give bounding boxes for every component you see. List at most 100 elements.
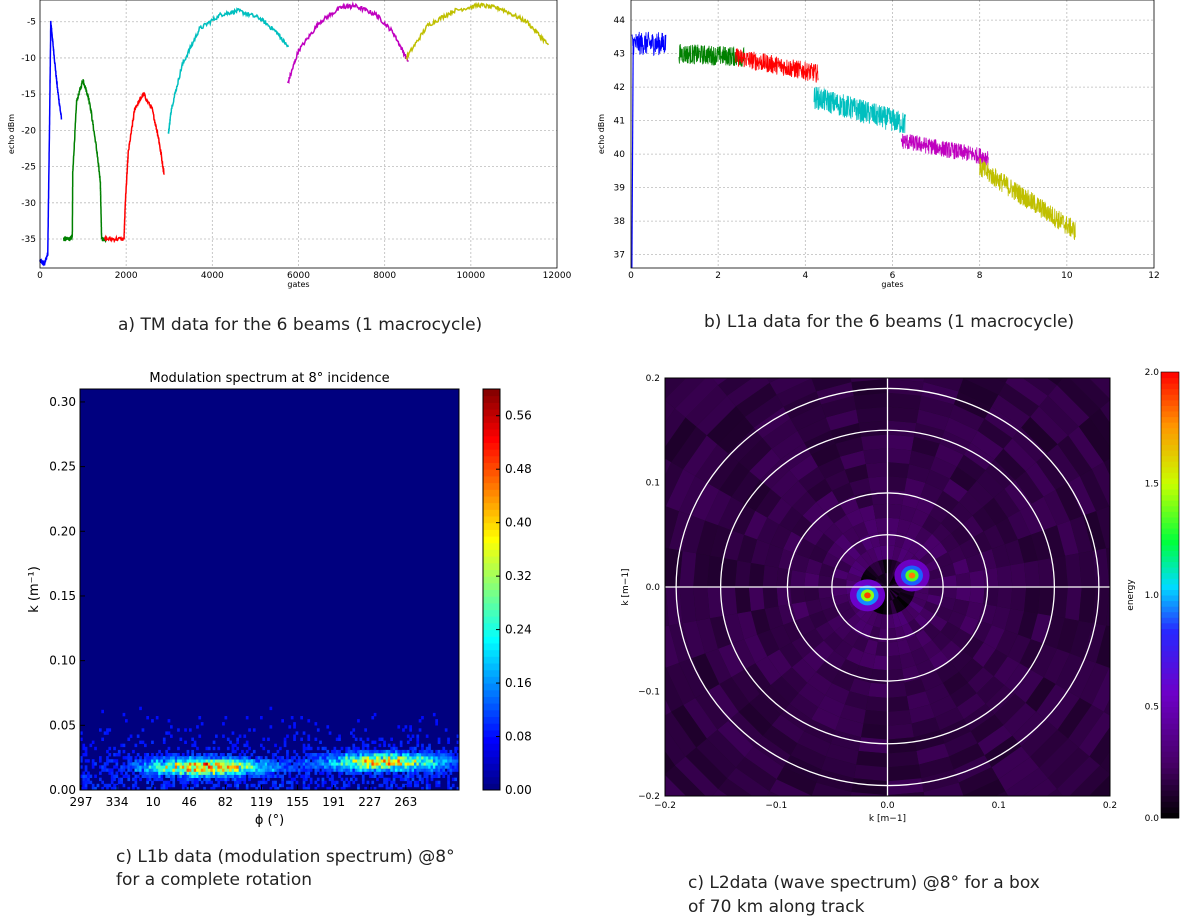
plot-frame xyxy=(664,377,1111,797)
heatmap-cell xyxy=(345,777,348,782)
heatmap-cell xyxy=(390,765,393,769)
polar-cell xyxy=(985,685,1016,715)
heatmap-cell xyxy=(418,765,422,769)
colorbar-segment xyxy=(483,415,500,423)
polar-cell xyxy=(700,800,749,840)
polar-cell xyxy=(1068,426,1104,470)
colorbar-segment xyxy=(1161,734,1179,741)
heatmap-cell xyxy=(321,756,325,760)
heatmap-cell xyxy=(160,765,164,769)
heatmap-cell xyxy=(288,774,292,778)
heatmap-cell xyxy=(312,765,315,769)
spectral-peak xyxy=(864,592,871,599)
heatmap-cell xyxy=(267,771,270,775)
heatmap-cell xyxy=(234,743,237,748)
heatmap-cell xyxy=(430,762,434,766)
polar-cell xyxy=(994,694,1026,726)
polar-cell xyxy=(781,480,808,507)
heatmap-cell xyxy=(84,783,88,788)
y-tick-label: −0.1 xyxy=(638,688,660,698)
polar-cell xyxy=(1100,751,1110,774)
heatmap-cell xyxy=(447,756,450,760)
heatmap-cell xyxy=(340,756,344,760)
colorbar-segment xyxy=(1161,611,1179,618)
heatmap-cell xyxy=(236,768,239,772)
heatmap-cell xyxy=(134,743,138,748)
heatmap-cell xyxy=(293,765,296,769)
polar-cell xyxy=(811,378,814,379)
heatmap-cell xyxy=(196,777,199,782)
polar-cell xyxy=(861,723,888,740)
heatmap-cell xyxy=(217,771,221,775)
x-tick-label: 0 xyxy=(37,271,43,281)
heatmap-cell xyxy=(342,753,346,757)
heatmap-cell xyxy=(115,774,119,778)
polar-cell xyxy=(860,608,874,624)
heatmap-cell xyxy=(409,753,412,757)
heatmap-cell xyxy=(222,756,225,760)
heatmap-cell xyxy=(328,731,332,735)
heatmap-cell xyxy=(373,712,377,717)
polar-cell xyxy=(887,737,917,754)
heatmap-cell xyxy=(307,771,311,775)
heatmap-cell xyxy=(297,756,301,760)
colorbar-segment xyxy=(483,776,500,784)
heatmap-cell xyxy=(167,783,171,788)
heatmap-cell xyxy=(281,768,284,772)
heatmap-cell xyxy=(387,759,391,763)
x-axis-label: gates xyxy=(881,280,903,289)
polar-cell xyxy=(834,622,852,641)
heatmap-cell xyxy=(269,759,273,763)
colorbar-segment xyxy=(1161,606,1179,613)
polar-cell xyxy=(973,339,1019,370)
polar-cell xyxy=(1078,587,1096,624)
heatmap-cell xyxy=(387,756,391,760)
heatmap-cell xyxy=(421,765,424,769)
polar-cell xyxy=(834,533,852,552)
heatmap-cell xyxy=(326,768,330,772)
heatmap-cell xyxy=(390,749,393,754)
heatmap-cell xyxy=(234,762,237,766)
heatmap-cell xyxy=(205,771,209,775)
heatmap-cell xyxy=(395,768,398,772)
heatmap-cell xyxy=(205,777,209,782)
heatmap-cell xyxy=(191,756,194,760)
polar-cell xyxy=(1051,587,1068,619)
polar-cell xyxy=(718,496,744,531)
heatmap-cell xyxy=(354,771,358,775)
heatmap-cell xyxy=(117,768,121,772)
polar-cell xyxy=(976,470,1005,498)
heatmap-cell xyxy=(226,777,230,782)
colorbar-tick-label: 0.16 xyxy=(505,676,532,690)
heatmap-cell xyxy=(309,762,313,766)
polar-cell xyxy=(804,572,820,587)
heatmap-cell xyxy=(383,759,386,763)
colorbar-segment xyxy=(1161,695,1179,702)
polar-cell xyxy=(996,565,1013,587)
heatmap-cell xyxy=(290,768,294,772)
heatmap-cell xyxy=(423,765,427,769)
heatmap-cell xyxy=(440,771,443,775)
colorbar-segment xyxy=(1161,544,1179,551)
polar-cell xyxy=(790,570,806,587)
heatmap-cell xyxy=(437,759,441,763)
heatmap-cell xyxy=(243,765,247,769)
heatmap-cell xyxy=(148,786,152,791)
heatmap-cell xyxy=(411,756,415,760)
y-tick-label: 0.00 xyxy=(49,783,76,797)
polar-cell xyxy=(691,810,742,851)
polar-cell xyxy=(1046,691,1080,730)
x-tick-label: 12 xyxy=(1148,271,1159,281)
heatmap-cell xyxy=(250,783,254,788)
polar-cell xyxy=(678,658,708,698)
heatmap-cell xyxy=(250,753,254,757)
heatmap-cell xyxy=(380,765,384,769)
heatmap-cell xyxy=(286,756,289,760)
heatmap-cell xyxy=(238,759,242,763)
heatmap-cell xyxy=(224,774,228,778)
polar-cell xyxy=(721,558,738,587)
heatmap-cell xyxy=(385,753,389,757)
heatmap-cell xyxy=(269,771,273,775)
heatmap-cell xyxy=(283,743,287,748)
polar-cell xyxy=(776,378,817,407)
